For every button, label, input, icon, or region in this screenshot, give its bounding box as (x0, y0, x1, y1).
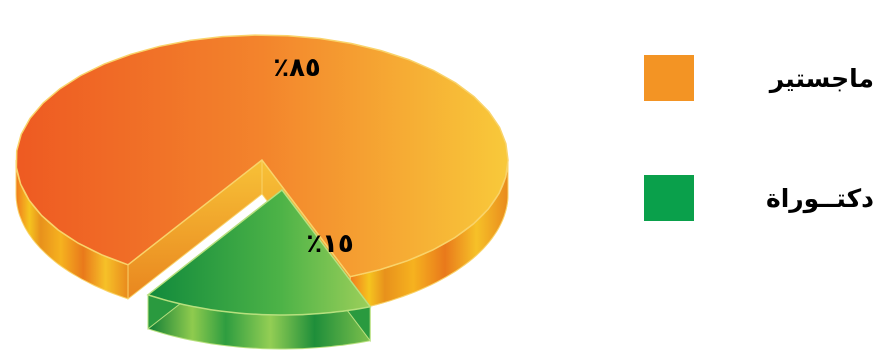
pie-slice-doctorate (146, 188, 372, 316)
legend-swatch-doctorate (644, 175, 694, 221)
data-label-doctorate: ٪١٥ (306, 229, 354, 259)
data-label-masters: ٪٨٥ (273, 53, 321, 83)
legend-label-doctorate: دكتــوراة (765, 183, 874, 213)
legend-item-doctorate: دكتــوراة (644, 175, 874, 221)
legend-label-masters: ماجستير (769, 63, 874, 93)
legend-swatch-masters (644, 55, 694, 101)
pie-chart: ٪٨٥ ٪١٥ (15, 34, 509, 350)
pie-slice-masters (15, 34, 509, 278)
legend-item-masters: ماجستير (644, 55, 874, 101)
